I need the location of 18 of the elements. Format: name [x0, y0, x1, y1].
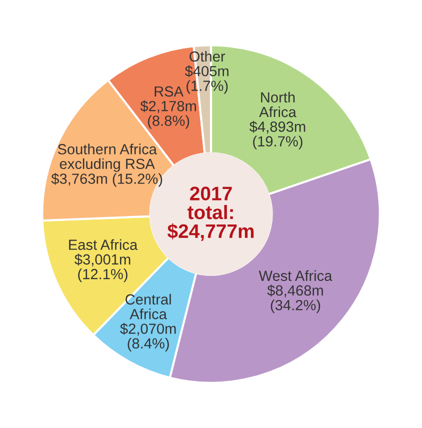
text: (19.7%) [253, 136, 302, 150]
data-label: $3,001m [74, 254, 130, 266]
slice-label: RSA [154, 86, 184, 97]
text: (34.2%) [270, 300, 320, 314]
data-label: $4,893m [250, 120, 306, 134]
slice-label: Other [190, 50, 226, 62]
data-label: $2,178m [140, 100, 196, 113]
text: (8.4%) [128, 338, 169, 352]
text: 2017 total: $24,777m [167, 186, 254, 241]
text: (8.8%) [148, 115, 190, 129]
text: $3,763m (15.2%) [51, 172, 162, 187]
slice-label: West Africa [258, 270, 332, 281]
text: (12.1%) [78, 268, 128, 282]
slice-label: East Africa [69, 239, 138, 250]
slice-label: Southern Africa excluding RSA [58, 144, 157, 172]
data-label: $2,070m [120, 322, 176, 336]
data-label: $8,468m [267, 284, 323, 298]
slice-label: North Africa [259, 92, 296, 118]
